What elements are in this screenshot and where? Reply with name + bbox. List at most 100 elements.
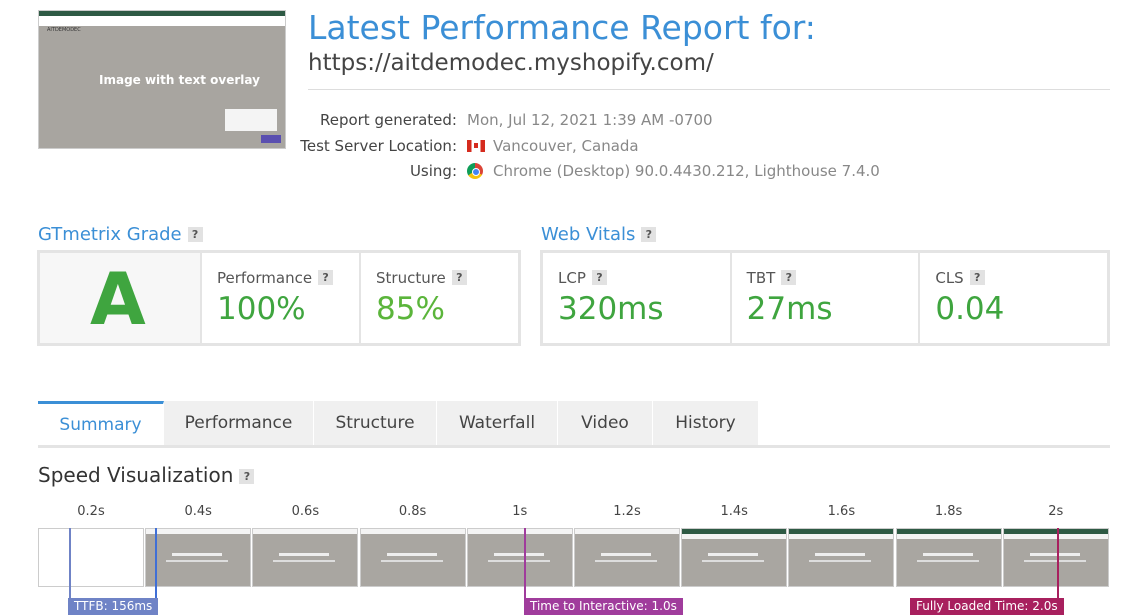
frame-text [172, 553, 223, 556]
grade-box: A Performance? 100% Structure? 85% [37, 250, 521, 346]
tab[interactable]: Structure [314, 401, 437, 446]
frame[interactable] [788, 528, 895, 587]
grade-heading: GTmetrix Grade [38, 224, 182, 245]
frame[interactable] [574, 528, 680, 587]
grade-letter: A [90, 257, 146, 341]
metric-value: 85% [376, 291, 445, 327]
help-icon[interactable]: ? [239, 469, 255, 484]
tab-underline [38, 445, 1110, 448]
metric-label: Performance? [217, 269, 334, 287]
info-label: Using: [409, 162, 457, 180]
metric-label: Structure? [376, 269, 467, 287]
info-value: Chrome (Desktop) 90.0.4430.212, Lighthou… [493, 162, 880, 180]
frame[interactable] [895, 528, 1002, 587]
frame-text [922, 553, 973, 556]
info-value: Mon, Jul 12, 2021 1:39 AM -0700 [467, 111, 713, 129]
leaf [474, 142, 478, 148]
frame[interactable] [38, 528, 144, 587]
help-icon[interactable]: ? [451, 270, 467, 285]
frame-header [789, 529, 894, 534]
help-icon[interactable]: ? [781, 270, 797, 285]
frame-label: 1.8s [934, 504, 963, 519]
flag-icon [467, 139, 485, 152]
help-icon[interactable]: ? [591, 270, 607, 285]
frame-text [809, 560, 872, 562]
metric-value: 100% [217, 291, 306, 327]
help-icon[interactable]: ? [969, 270, 985, 285]
grade-title: GTmetrix Grade? [38, 224, 203, 245]
frame-text [601, 553, 651, 556]
frame-label: 1.6s [827, 504, 856, 519]
frame-header [682, 529, 787, 534]
frame-nav [789, 534, 894, 539]
help-icon[interactable]: ? [318, 270, 334, 285]
frame-nav [575, 529, 679, 534]
marker-label: Time to Interactive: 1.0s [524, 598, 683, 615]
metric-value: 0.04 [935, 291, 1005, 327]
frame-text [493, 553, 544, 556]
frame-header [896, 529, 1001, 534]
vitals-title: Web Vitals? [541, 224, 657, 245]
frame[interactable] [252, 528, 359, 587]
frame-label: 0.6s [291, 504, 320, 519]
divider [308, 89, 1110, 90]
metric-name: TBT [746, 269, 776, 287]
metric-cell: TBT? 27ms [732, 253, 921, 343]
frame[interactable] [466, 528, 573, 587]
tab[interactable]: Summary [38, 401, 164, 446]
frame-text [702, 560, 765, 562]
info-label: Report generated: [319, 111, 457, 129]
marker-line [155, 528, 157, 600]
marker-line [524, 528, 526, 600]
frame-text [1029, 553, 1080, 556]
metric-name: Structure [376, 269, 446, 287]
marker-line [69, 528, 71, 600]
frame[interactable] [681, 528, 788, 587]
frame-text [815, 553, 866, 556]
frame-text [708, 553, 759, 556]
report-url: https://aitdemodec.myshopify.com/ [308, 50, 714, 76]
frame-text [380, 560, 443, 562]
metric-label: CLS? [935, 269, 985, 287]
frame-label: 0.2s [77, 504, 105, 519]
report-title: Latest Performance Report for: [308, 8, 816, 47]
marker-line [1057, 528, 1059, 600]
metric-label: LCP? [558, 269, 607, 287]
frame-label: 1.2s [613, 504, 641, 519]
help-icon[interactable]: ? [641, 227, 657, 242]
frame[interactable] [145, 528, 252, 587]
metric-name: LCP [558, 269, 586, 287]
frame-nav [682, 534, 787, 539]
metric-cell: Performance? 100% [202, 253, 361, 343]
frame[interactable] [1002, 528, 1109, 587]
frame-nav [360, 529, 465, 534]
tab[interactable]: History [653, 401, 759, 446]
frame-label: 1s [512, 504, 528, 519]
frame-text [916, 560, 979, 562]
vitals-box: LCP? 320ms TBT? 27ms CLS? 0.04 [540, 250, 1110, 346]
thumb-brand: AITDEMODEC [47, 27, 81, 33]
grade-cell: A [40, 253, 202, 343]
frame-label: 0.4s [184, 504, 212, 519]
thumb-button [261, 135, 281, 143]
frame-nav [896, 534, 1001, 539]
tab[interactable]: Video [558, 401, 653, 446]
thumbnail[interactable]: AITDEMODEC Image with text overlay [38, 10, 286, 149]
tab[interactable]: Performance [164, 401, 314, 446]
metric-value: 27ms [746, 291, 833, 327]
tab[interactable]: Waterfall [437, 401, 558, 446]
frame-header [1003, 529, 1108, 534]
frame[interactable] [359, 528, 466, 587]
frame-text [386, 553, 437, 556]
info-label: Test Server Location: [300, 136, 457, 155]
frame-nav [467, 529, 572, 534]
frame-nav [1003, 534, 1108, 539]
frame-nav [253, 529, 358, 534]
metric-label: TBT? [747, 269, 797, 287]
thumb-popup [225, 109, 277, 131]
frame-label: 0.8s [398, 504, 427, 519]
vitals-heading: Web Vitals [541, 224, 636, 245]
help-icon[interactable]: ? [187, 227, 203, 242]
chrome-center [472, 168, 480, 176]
